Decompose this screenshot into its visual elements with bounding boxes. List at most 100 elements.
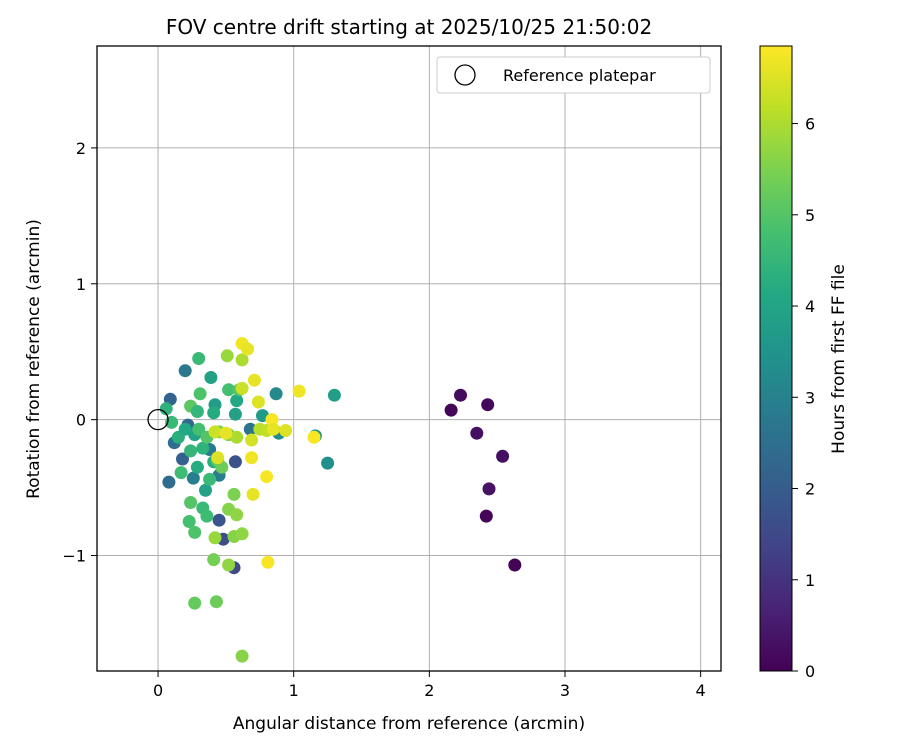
scatter-point bbox=[230, 508, 244, 522]
scatter-point bbox=[230, 394, 244, 408]
colorbar-gradient bbox=[759, 45, 793, 672]
colorbar: 0 1 2 3 4 5 6 Hours from first FF file bbox=[759, 45, 849, 681]
scatter-point bbox=[192, 422, 206, 436]
scatter-point bbox=[174, 466, 188, 480]
y-tick-label: 2 bbox=[76, 139, 86, 158]
scatter-point bbox=[176, 452, 189, 466]
colorbar-tick-label: 2 bbox=[805, 480, 815, 499]
scatter-point bbox=[470, 426, 484, 440]
scatter-point bbox=[184, 496, 198, 509]
chart-title: FOV centre drift starting at 2025/10/25 … bbox=[166, 15, 652, 39]
scatter-point bbox=[203, 472, 217, 486]
scatter-point bbox=[269, 387, 283, 401]
scatter-point bbox=[190, 405, 204, 418]
y-axis-label: Rotation from reference (arcmin) bbox=[24, 219, 44, 499]
scatter-point bbox=[228, 455, 242, 469]
scatter-point bbox=[327, 388, 341, 402]
scatter-point bbox=[207, 406, 221, 420]
colorbar-tick-label: 3 bbox=[805, 388, 815, 407]
scatter-point bbox=[219, 426, 233, 440]
scatter-point bbox=[241, 342, 255, 356]
scatter-point bbox=[184, 444, 198, 458]
scatter-point bbox=[292, 384, 306, 398]
scatter-point bbox=[235, 353, 249, 367]
scatter-point bbox=[247, 373, 261, 387]
scatter-point bbox=[162, 475, 176, 489]
x-tick-label: 3 bbox=[560, 681, 570, 700]
colorbar-tick-label: 0 bbox=[805, 662, 815, 681]
scatter-point bbox=[279, 424, 293, 437]
y-tick-label: 1 bbox=[76, 275, 86, 294]
scatter-point bbox=[193, 387, 207, 401]
scatter-point bbox=[479, 509, 493, 523]
scatter-point bbox=[208, 425, 222, 439]
legend-marker bbox=[454, 64, 476, 86]
scatter-point bbox=[235, 381, 249, 395]
scatter-point bbox=[251, 395, 265, 409]
scatter-point bbox=[481, 398, 495, 412]
scatter-point bbox=[208, 531, 222, 545]
scatter-point bbox=[228, 407, 242, 421]
scatter-point bbox=[246, 487, 260, 501]
scatter-point bbox=[230, 430, 244, 444]
grid-lines bbox=[97, 46, 721, 671]
scatter-point bbox=[261, 555, 275, 569]
scatter-point bbox=[212, 513, 226, 527]
scatter-point bbox=[200, 509, 214, 523]
y-tick-label: 0 bbox=[76, 411, 86, 430]
colorbar-ticks: 0 1 2 3 4 5 6 bbox=[792, 115, 815, 681]
x-tick-label: 2 bbox=[424, 681, 434, 700]
scatter-point bbox=[178, 422, 192, 436]
colorbar-tick-label: 1 bbox=[805, 571, 815, 590]
data-points bbox=[147, 337, 522, 663]
scatter-point bbox=[245, 451, 259, 465]
scatter-point bbox=[454, 388, 467, 402]
legend-frame bbox=[436, 56, 711, 94]
scatter-point bbox=[235, 649, 249, 663]
scatter-point bbox=[307, 430, 321, 444]
legend-label: Reference platepar bbox=[503, 66, 656, 85]
scatter-point bbox=[265, 413, 279, 427]
scatter-point bbox=[321, 456, 335, 470]
legend: Reference platepar bbox=[436, 56, 711, 94]
colorbar-tick-label: 5 bbox=[805, 206, 815, 225]
scatter-point bbox=[245, 433, 259, 447]
scatter-point bbox=[192, 352, 206, 365]
scatter-point bbox=[188, 525, 202, 539]
y-axis-ticks: −1 0 1 2 bbox=[62, 139, 97, 566]
scatter-point bbox=[444, 403, 458, 417]
scatter-point bbox=[235, 527, 249, 541]
scatter-point bbox=[508, 558, 522, 572]
scatter-point bbox=[243, 422, 257, 436]
scatter-point bbox=[496, 449, 510, 463]
plot-area-frame bbox=[96, 45, 722, 672]
scatter-point bbox=[220, 349, 234, 363]
scatter-point bbox=[482, 482, 496, 496]
scatter-point bbox=[199, 483, 212, 497]
scatter-point bbox=[227, 487, 241, 501]
scatter-point bbox=[190, 460, 204, 474]
scatter-point bbox=[204, 371, 218, 384]
scatter-point bbox=[222, 558, 236, 572]
colorbar-tick-label: 6 bbox=[805, 115, 815, 134]
scatter-point bbox=[182, 515, 196, 528]
x-axis-label: Angular distance from reference (arcmin) bbox=[233, 714, 585, 734]
x-tick-label: 1 bbox=[289, 681, 299, 700]
scatter-point bbox=[260, 470, 274, 484]
scatter-point bbox=[188, 596, 202, 610]
y-tick-label: −1 bbox=[62, 547, 86, 566]
scatter-point bbox=[186, 471, 200, 485]
scatter-point bbox=[211, 451, 225, 465]
colorbar-label: Hours from first FF file bbox=[829, 264, 849, 454]
scatter-point bbox=[178, 364, 192, 378]
scatter-point bbox=[196, 441, 210, 455]
x-tick-label: 0 bbox=[153, 681, 163, 700]
reference-platepar-marker bbox=[147, 408, 169, 431]
x-axis-ticks: 0 1 2 3 4 bbox=[153, 671, 706, 700]
colorbar-tick-label: 4 bbox=[805, 297, 815, 316]
scatter-point bbox=[159, 402, 173, 416]
scatter-point bbox=[209, 595, 223, 609]
scatter-point bbox=[222, 383, 236, 397]
x-tick-label: 4 bbox=[696, 681, 706, 700]
